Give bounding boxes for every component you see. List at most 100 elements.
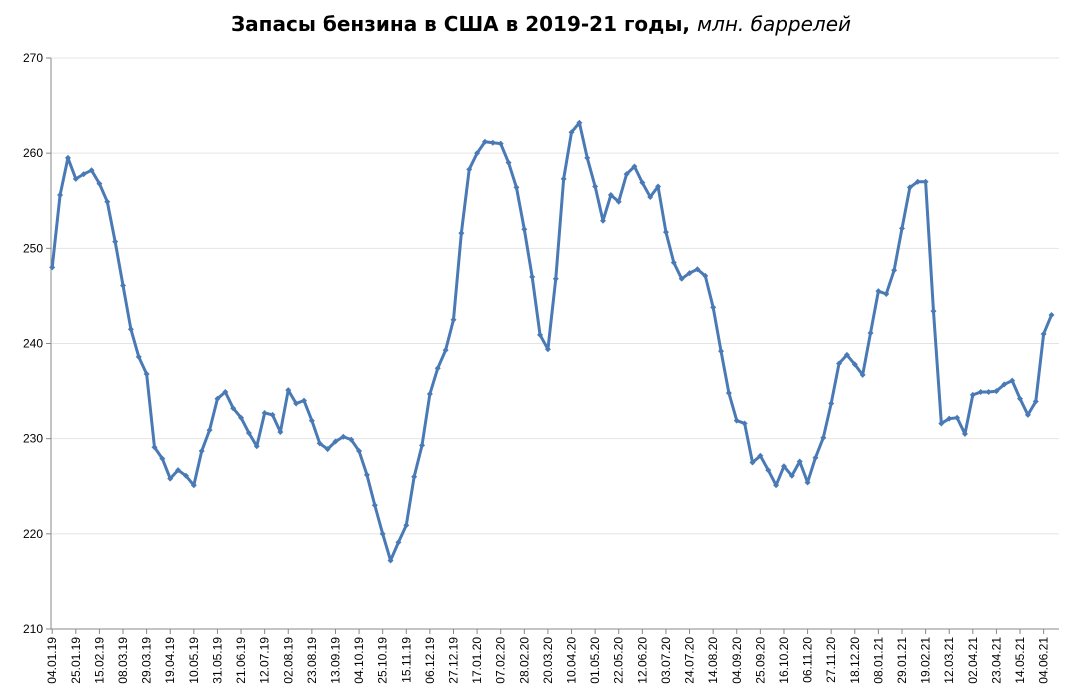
y-tick-label: 230 [23, 432, 43, 446]
chart-title-units: млн. баррелей [696, 12, 852, 36]
x-tick-label: 19.04.19 [163, 637, 177, 684]
data-point [1017, 395, 1024, 402]
data-point [780, 463, 787, 470]
x-tick-label: 25.01.19 [69, 637, 83, 684]
data-point [639, 179, 646, 186]
data-point [214, 395, 221, 402]
data-point [411, 473, 418, 480]
data-point [930, 308, 937, 315]
data-point [655, 183, 662, 190]
data-point [521, 226, 528, 233]
x-tick-label: 15.11.19 [399, 637, 413, 683]
data-point [363, 471, 370, 478]
data-point [922, 178, 929, 185]
x-tick-label: 27.12.19 [446, 637, 460, 684]
data-point [88, 167, 95, 174]
data-point [773, 482, 780, 489]
x-tick-label: 23.08.19 [305, 637, 319, 684]
x-tick-label: 12.07.19 [258, 637, 272, 684]
x-tick-label: 25.10.19 [376, 637, 390, 684]
data-point [127, 326, 134, 333]
data-point [686, 270, 693, 277]
data-point [733, 417, 740, 424]
data-point [647, 193, 654, 200]
data-point [230, 405, 237, 412]
data-point [238, 414, 245, 421]
x-tick-label: 14.05.21 [1013, 637, 1027, 684]
x-tick-label: 20.03.20 [541, 637, 555, 684]
data-point [741, 420, 748, 427]
data-point [489, 139, 496, 146]
data-point [151, 444, 158, 451]
x-tick-label: 01.05.20 [588, 637, 602, 684]
x-tick-label: 02.08.19 [281, 637, 295, 684]
data-point [1048, 311, 1055, 318]
x-tick-label: 14.08.20 [706, 637, 720, 684]
data-point [544, 346, 551, 353]
data-point [702, 272, 709, 279]
data-point [458, 230, 465, 237]
data-point [72, 175, 79, 182]
data-point [300, 397, 307, 404]
data-point [631, 163, 638, 170]
data-point [403, 522, 410, 529]
data-point [584, 154, 591, 161]
data-point [725, 389, 732, 396]
data-point [135, 353, 142, 360]
data-point [450, 316, 457, 323]
data-point [159, 455, 166, 462]
data-point [804, 479, 811, 486]
data-point [1040, 330, 1047, 337]
data-point [340, 433, 347, 440]
data-point [387, 557, 394, 564]
y-tick-label: 240 [23, 337, 43, 351]
x-tick-label: 04.01.19 [45, 637, 59, 684]
data-point [859, 371, 866, 378]
data-point [576, 119, 583, 126]
data-point [190, 482, 197, 489]
y-tick-label: 220 [23, 527, 43, 541]
data-point [442, 347, 449, 354]
data-point [946, 415, 953, 422]
data-point [1009, 377, 1016, 384]
x-tick-label: 02.04.21 [966, 637, 980, 684]
data-point [96, 180, 103, 187]
x-tick-label: 03.07.20 [659, 637, 673, 684]
data-point [505, 159, 512, 166]
data-point [820, 434, 827, 441]
data-point [662, 229, 669, 236]
data-point [985, 389, 992, 396]
data-point [670, 259, 677, 266]
data-point [851, 361, 858, 368]
x-tick-label: 04.06.21 [1037, 637, 1051, 684]
data-point [1032, 398, 1039, 405]
data-point [867, 330, 874, 337]
data-point [906, 184, 913, 191]
data-point [269, 411, 276, 418]
data-point [222, 389, 229, 396]
data-point [253, 443, 260, 450]
x-tick-label: 23.04.21 [989, 637, 1003, 684]
chart-title-main: Запасы бензина в США в 2019-21 годы, [230, 12, 691, 36]
y-tick-label: 260 [23, 146, 43, 160]
data-point [245, 429, 252, 436]
data-point [607, 192, 614, 199]
x-tick-label: 15.02.19 [92, 637, 106, 684]
data-point [206, 427, 213, 434]
data-point [954, 414, 961, 421]
data-point [64, 154, 71, 161]
x-tick-label: 24.07.20 [683, 637, 697, 684]
data-point [836, 360, 843, 367]
series-gasoline-stocks [49, 119, 1055, 564]
data-point [395, 539, 402, 546]
data-point [379, 530, 386, 537]
x-tick-label: 13.09.19 [328, 637, 342, 684]
data-point [875, 288, 882, 295]
data-point [749, 459, 756, 466]
data-point [308, 417, 315, 424]
data-point [678, 275, 685, 282]
data-point [812, 454, 819, 461]
data-point [371, 502, 378, 509]
data-point [198, 448, 205, 455]
data-point [497, 140, 504, 147]
